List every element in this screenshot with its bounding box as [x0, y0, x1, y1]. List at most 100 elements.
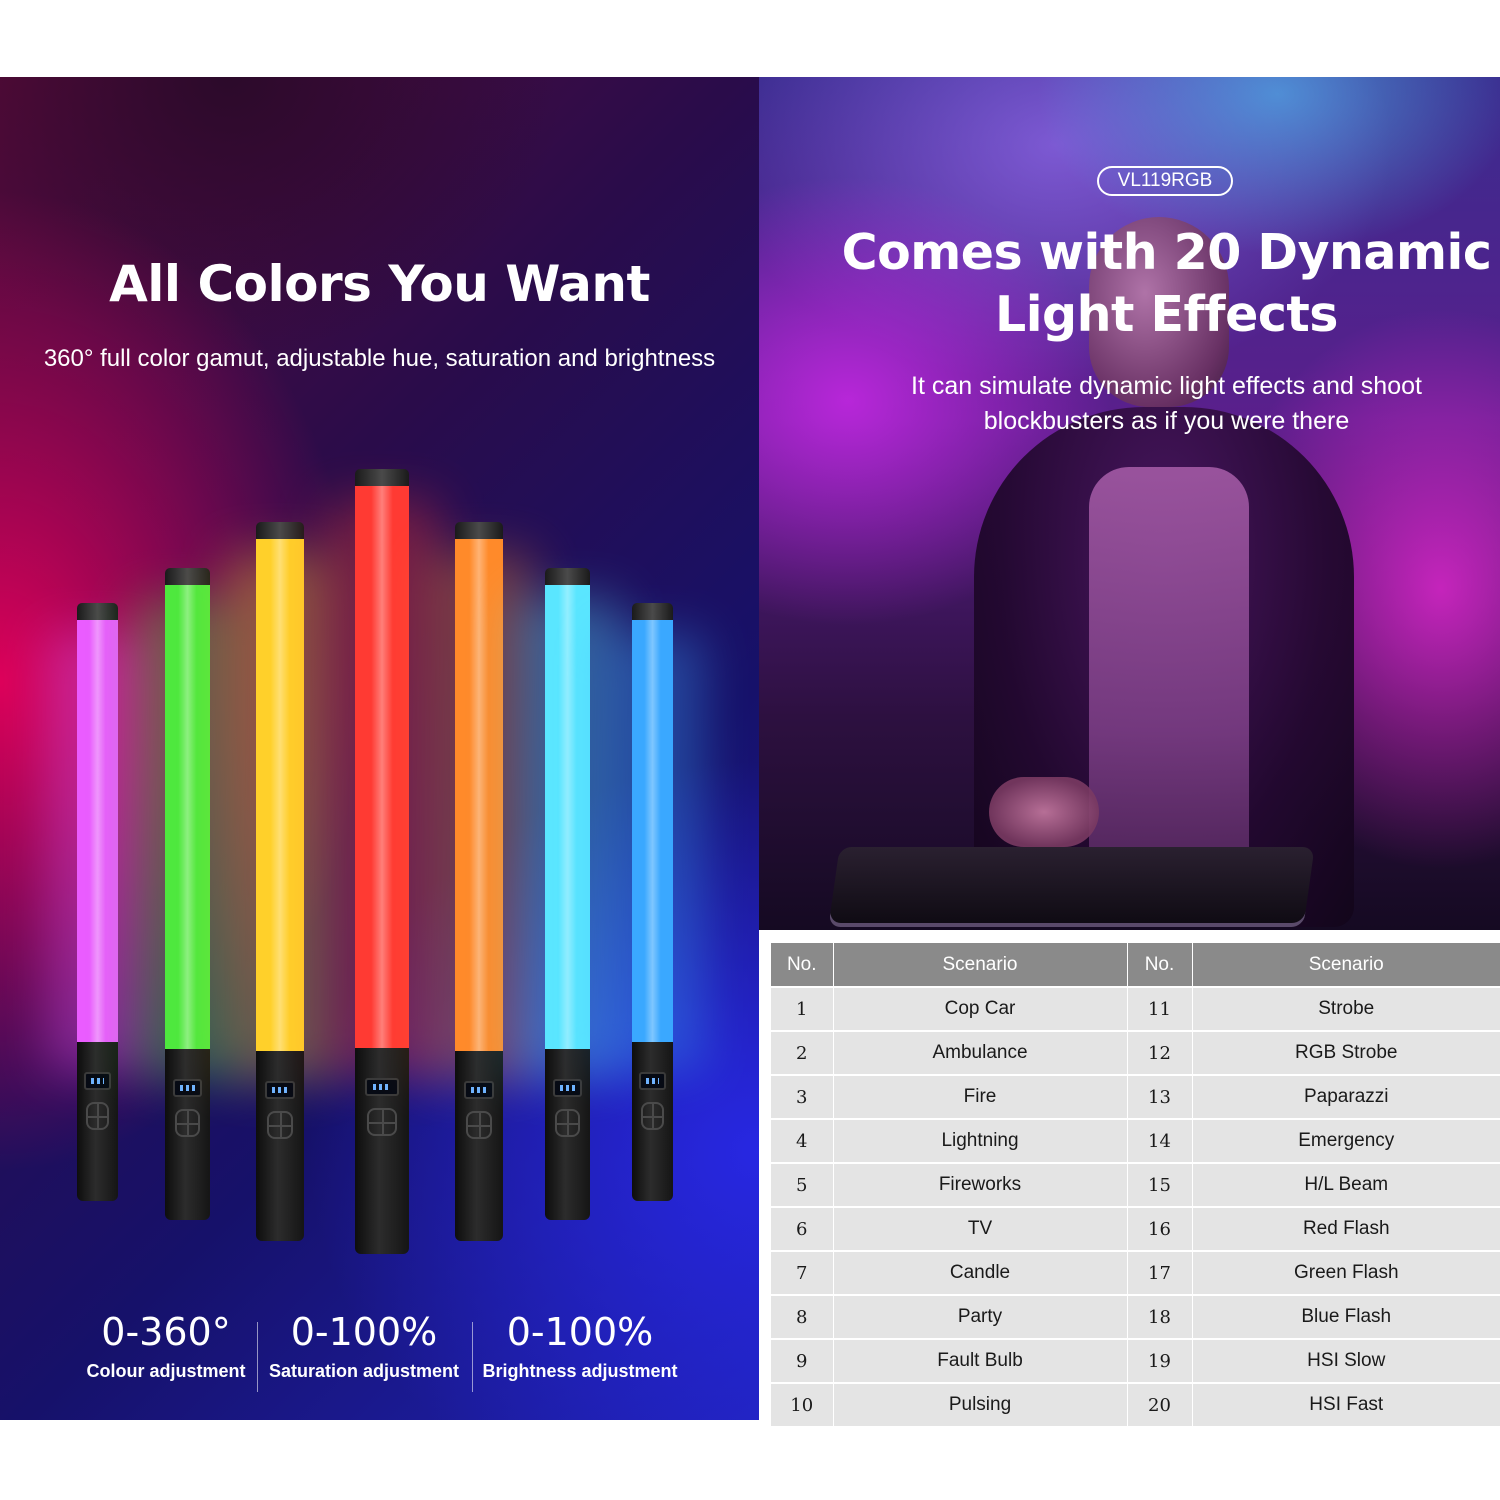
effects-title-line2: Light Effects	[995, 286, 1338, 343]
control-buttons-icon	[554, 1109, 581, 1137]
light-stick-tube	[632, 620, 673, 1042]
cell-scenario: Green Flash	[1191, 1250, 1500, 1295]
table-row: 8 Party 18 Blue Flash	[771, 1294, 1500, 1339]
light-stick-tube	[545, 585, 590, 1049]
cell-scenario: RGB Strobe	[1191, 1030, 1500, 1075]
display-screen-icon	[173, 1079, 202, 1097]
cell-scenario: Fire	[832, 1074, 1127, 1119]
cell-scenario: Pulsing	[832, 1382, 1127, 1426]
light-stick-cap	[545, 568, 590, 586]
model-badge: VL119RGB	[1097, 166, 1233, 196]
cell-no: 11	[1126, 986, 1192, 1031]
light-stick-cap	[355, 469, 409, 487]
table-row: 9 Fault Bulb 19 HSI Slow	[771, 1338, 1500, 1383]
cell-no: 13	[1126, 1074, 1192, 1119]
effects-title-line1: Comes with 20 Dynamic	[841, 224, 1492, 281]
stat-colour-label: Colour adjustment	[86, 1361, 246, 1381]
table-row: 7 Candle 17 Green Flash	[771, 1250, 1500, 1295]
display-screen-icon	[264, 1081, 296, 1099]
light-stick-yellow	[226, 522, 334, 1241]
scenario-table: No. Scenario No. Scenario 1 Cop Car 11 Stro…	[771, 943, 1500, 1426]
cell-scenario: HSI Fast	[1191, 1382, 1500, 1426]
header-scenario: Scenario	[1191, 943, 1500, 987]
stat-colour: 0-360° Colour adjustment	[76, 1309, 256, 1382]
stat-saturation: 0-100% Saturation adjustment	[262, 1309, 466, 1382]
light-stick-cyan	[515, 568, 620, 1220]
cell-no: 17	[1126, 1250, 1192, 1295]
control-buttons-icon	[266, 1111, 294, 1139]
light-stick-handle	[256, 1051, 304, 1241]
light-stick-handle	[355, 1048, 409, 1254]
cell-no: 8	[771, 1294, 833, 1339]
stat-saturation-value: 0-100%	[290, 1310, 438, 1354]
table-row: 1 Cop Car 11 Strobe	[771, 986, 1500, 1031]
cell-no: 9	[771, 1338, 833, 1383]
table-body: 1 Cop Car 11 Strobe 2 Ambulance 12 RGB Strobe 3 F…	[771, 986, 1500, 1426]
light-stick-tube	[165, 585, 210, 1049]
cell-scenario: Ambulance	[832, 1030, 1127, 1075]
cell-scenario: Candle	[832, 1250, 1127, 1295]
control-buttons-icon	[641, 1102, 664, 1130]
light-stick-tube	[256, 539, 304, 1051]
control-buttons-icon	[174, 1109, 201, 1137]
light-stick-cap	[455, 522, 503, 540]
cell-no: 16	[1126, 1206, 1192, 1251]
light-stick-tube	[455, 539, 503, 1051]
cell-scenario: H/L Beam	[1191, 1162, 1500, 1207]
light-stick-cap	[256, 522, 304, 540]
header-no: No.	[771, 943, 833, 987]
cell-scenario: Emergency	[1191, 1118, 1500, 1163]
table-header-row: No. Scenario No. Scenario	[771, 943, 1500, 987]
light-stick-red	[325, 469, 439, 1254]
dj-controller	[828, 847, 1315, 927]
cell-no: 6	[771, 1206, 833, 1251]
cell-no: 10	[771, 1382, 833, 1426]
cell-no: 7	[771, 1250, 833, 1295]
display-screen-icon	[84, 1072, 111, 1090]
cell-scenario: Cop Car	[832, 986, 1127, 1031]
display-screen-icon	[463, 1081, 495, 1099]
light-stick-handle	[632, 1042, 673, 1201]
light-stick-cap	[77, 603, 118, 621]
table-row: 10 Pulsing 20 HSI Fast	[771, 1382, 1500, 1426]
effects-subtitle: It can simulate dynamic light effects an…	[829, 369, 1500, 439]
cell-scenario: Fault Bulb	[832, 1338, 1127, 1383]
display-screen-icon	[364, 1078, 400, 1096]
cell-no: 20	[1126, 1382, 1192, 1426]
control-buttons-icon	[465, 1111, 493, 1139]
table-row: 3 Fire 13 Paparazzi	[771, 1074, 1500, 1119]
dj-photo-hand	[989, 777, 1099, 847]
cell-scenario: Paparazzi	[1191, 1074, 1500, 1119]
stat-brightness-label: Brightness adjustment	[482, 1361, 678, 1381]
stat-divider	[472, 1322, 473, 1392]
control-buttons-icon	[366, 1108, 398, 1136]
cell-scenario: Strobe	[1191, 986, 1500, 1031]
cell-scenario: Red Flash	[1191, 1206, 1500, 1251]
cell-no: 12	[1126, 1030, 1192, 1075]
effects-panel: VL119RGB Comes with 20 Dynamic Light Eff…	[759, 77, 1500, 930]
cell-scenario: Lightning	[832, 1118, 1127, 1163]
dj-photo-shirt	[1089, 467, 1249, 907]
stat-brightness: 0-100% Brightness adjustment	[476, 1309, 684, 1382]
display-screen-icon	[553, 1079, 582, 1097]
dj-photo-head	[1089, 217, 1229, 407]
header-scenario: Scenario	[832, 943, 1127, 987]
cell-no: 19	[1126, 1338, 1192, 1383]
cell-no: 5	[771, 1162, 833, 1207]
cell-scenario: HSI Slow	[1191, 1338, 1500, 1383]
light-stick-green	[135, 568, 240, 1220]
header-no: No.	[1126, 943, 1192, 987]
cell-scenario: Blue Flash	[1191, 1294, 1500, 1339]
cell-scenario: TV	[832, 1206, 1127, 1251]
table-row: 6 TV 16 Red Flash	[771, 1206, 1500, 1251]
table-row: 5 Fireworks 15 H/L Beam	[771, 1162, 1500, 1207]
cell-no: 4	[771, 1118, 833, 1163]
stat-divider	[257, 1322, 258, 1392]
light-stick-cap	[165, 568, 210, 586]
colors-subtitle: 360° full color gamut, adjustable hue, s…	[43, 345, 716, 372]
cell-no: 18	[1126, 1294, 1192, 1339]
display-screen-icon	[639, 1072, 666, 1090]
light-stick-tube	[77, 620, 118, 1042]
cell-scenario: Fireworks	[832, 1162, 1127, 1207]
table-row: 2 Ambulance 12 RGB Strobe	[771, 1030, 1500, 1075]
